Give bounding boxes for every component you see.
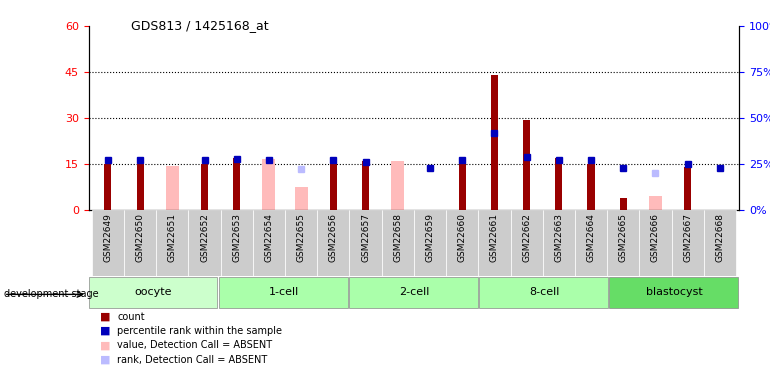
Bar — [459, 162, 466, 210]
Bar — [478, 210, 511, 276]
Text: GSM22657: GSM22657 — [361, 213, 370, 262]
Text: rank, Detection Call = ABSENT: rank, Detection Call = ABSENT — [117, 355, 267, 364]
Text: 8-cell: 8-cell — [529, 287, 559, 297]
Bar — [156, 210, 189, 276]
Bar — [607, 210, 639, 276]
Text: GSM22649: GSM22649 — [103, 213, 112, 262]
Text: GSM22652: GSM22652 — [200, 213, 209, 262]
Bar — [391, 161, 404, 210]
Text: GSM22668: GSM22668 — [715, 213, 725, 262]
Bar — [588, 164, 594, 210]
Text: ■: ■ — [100, 312, 111, 322]
Text: ■: ■ — [100, 340, 111, 350]
Bar — [201, 164, 208, 210]
Text: ■: ■ — [100, 326, 111, 336]
Text: 2-cell: 2-cell — [399, 287, 429, 297]
Bar — [684, 167, 691, 210]
FancyBboxPatch shape — [219, 278, 347, 308]
Bar — [704, 210, 736, 276]
Bar — [620, 198, 627, 210]
Text: GSM22659: GSM22659 — [426, 213, 434, 262]
Bar — [362, 161, 369, 210]
Bar — [350, 210, 382, 276]
Text: GSM22655: GSM22655 — [296, 213, 306, 262]
Text: count: count — [117, 312, 145, 322]
Bar — [233, 158, 240, 210]
Text: oocyte: oocyte — [135, 287, 172, 297]
Text: percentile rank within the sample: percentile rank within the sample — [117, 326, 282, 336]
Bar — [124, 210, 156, 276]
Bar — [317, 210, 350, 276]
Text: GSM22664: GSM22664 — [587, 213, 595, 262]
Text: GSM22651: GSM22651 — [168, 213, 177, 262]
Text: GSM22656: GSM22656 — [329, 213, 338, 262]
Bar — [543, 210, 575, 276]
Bar — [639, 210, 671, 276]
Text: GSM22663: GSM22663 — [554, 213, 564, 262]
Bar — [382, 210, 414, 276]
Text: GSM22667: GSM22667 — [683, 213, 692, 262]
Text: GSM22653: GSM22653 — [233, 213, 241, 262]
Bar — [555, 158, 562, 210]
Bar — [221, 210, 253, 276]
Text: GSM22662: GSM22662 — [522, 213, 531, 262]
Bar — [649, 196, 662, 210]
Text: GSM22665: GSM22665 — [619, 213, 628, 262]
Bar — [263, 159, 276, 210]
Bar — [166, 166, 179, 210]
FancyBboxPatch shape — [349, 278, 477, 308]
Text: value, Detection Call = ABSENT: value, Detection Call = ABSENT — [117, 340, 272, 350]
Text: GSM22654: GSM22654 — [264, 213, 273, 262]
Text: GSM22661: GSM22661 — [490, 213, 499, 262]
Bar — [92, 210, 124, 276]
Bar — [511, 210, 543, 276]
FancyBboxPatch shape — [89, 278, 217, 308]
Bar — [330, 161, 337, 210]
FancyBboxPatch shape — [609, 278, 738, 308]
Text: GSM22660: GSM22660 — [457, 213, 467, 262]
Bar — [136, 164, 144, 210]
Bar — [523, 120, 531, 210]
Text: GSM22650: GSM22650 — [136, 213, 145, 262]
Bar — [575, 210, 607, 276]
Bar — [671, 210, 704, 276]
Bar — [295, 187, 307, 210]
Bar — [285, 210, 317, 276]
Text: blastocyst: blastocyst — [646, 287, 702, 297]
Text: GDS813 / 1425168_at: GDS813 / 1425168_at — [131, 19, 269, 32]
Bar — [414, 210, 446, 276]
FancyBboxPatch shape — [479, 278, 608, 308]
Text: development stage: development stage — [4, 290, 99, 299]
Text: GSM22658: GSM22658 — [393, 213, 402, 262]
Text: ■: ■ — [100, 355, 111, 364]
Bar — [189, 210, 221, 276]
Text: 1-cell: 1-cell — [269, 287, 299, 297]
Bar — [104, 164, 112, 210]
Bar — [446, 210, 478, 276]
Bar — [490, 75, 498, 210]
Bar — [253, 210, 285, 276]
Text: GSM22666: GSM22666 — [651, 213, 660, 262]
